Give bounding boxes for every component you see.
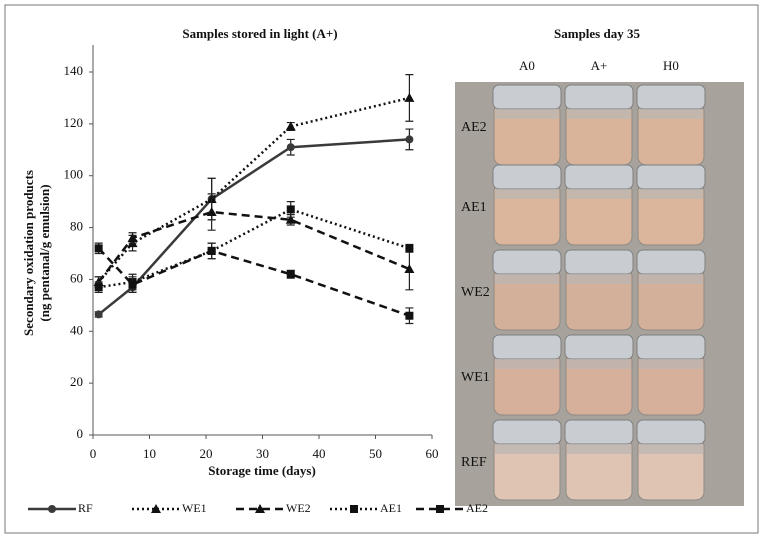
jar-neck — [639, 109, 703, 119]
jar-neck — [567, 109, 631, 119]
marker — [285, 121, 296, 131]
legend-marker — [350, 505, 358, 513]
marker — [404, 264, 415, 274]
column-label: A0 — [519, 58, 535, 73]
marker — [285, 214, 296, 224]
jar-lid — [492, 419, 562, 445]
marker — [405, 311, 414, 320]
jar-lid — [492, 84, 562, 110]
jar-lid — [564, 419, 634, 445]
series-line — [97, 96, 410, 283]
legend-marker — [436, 505, 444, 513]
y-tick-label: 120 — [64, 115, 84, 130]
jar-lid — [564, 84, 634, 110]
marker — [206, 207, 217, 217]
row-label: WE2 — [461, 285, 490, 300]
marker — [94, 310, 103, 319]
jar-neck — [567, 189, 631, 199]
legend-label: AE2 — [466, 501, 488, 515]
x-tick-label: 40 — [313, 446, 326, 461]
column-label: H0 — [663, 58, 679, 73]
x-axis-label: Storage time (days) — [208, 463, 316, 478]
marker — [286, 205, 295, 214]
legend-marker — [48, 505, 56, 513]
x-tick-label: 20 — [200, 446, 213, 461]
marker — [128, 280, 137, 289]
y-tick-label: 0 — [77, 426, 84, 441]
jar-neck — [495, 359, 559, 369]
column-label: A+ — [591, 58, 608, 73]
y-tick-label: 20 — [70, 374, 83, 389]
jar-neck — [639, 444, 703, 454]
photo-panel: Samples day 35 A0 A+ H0 AE2 AE1 WE2 WE1 REF — [455, 26, 744, 506]
jar-lid — [564, 249, 634, 275]
jar-lid — [636, 334, 706, 360]
jar-lid — [636, 164, 706, 190]
row-label: AE2 — [461, 120, 487, 135]
marker — [94, 244, 103, 253]
jar-lid — [564, 164, 634, 190]
marker — [94, 283, 103, 292]
legend-marker — [151, 504, 161, 513]
jar-lid — [636, 84, 706, 110]
photo-title: Samples day 35 — [554, 26, 640, 41]
row-label: AE1 — [461, 200, 487, 215]
jar-neck — [567, 444, 631, 454]
x-tick-label: 0 — [90, 446, 97, 461]
marker — [286, 270, 295, 279]
legend-label: AE1 — [380, 501, 402, 515]
marker — [207, 246, 216, 255]
legend-label: RF — [78, 501, 93, 515]
legend-label: WE1 — [182, 501, 207, 515]
y-tick-label: 60 — [70, 270, 83, 285]
x-tick-label: 60 — [426, 446, 439, 461]
legend-label: WE2 — [286, 501, 311, 515]
jar-neck — [495, 109, 559, 119]
jar-lid — [492, 249, 562, 275]
photo-header — [455, 55, 744, 82]
x-tick-label: 50 — [369, 446, 382, 461]
jar-neck — [567, 274, 631, 284]
marker — [286, 143, 295, 152]
jar-lid — [492, 164, 562, 190]
y-tick-label: 40 — [70, 322, 83, 337]
y-axis-label: (ng pentanal/g emulsion) — [37, 184, 52, 321]
jar-neck — [639, 359, 703, 369]
jar-lid — [636, 249, 706, 275]
marker — [405, 135, 414, 144]
jar-neck — [639, 189, 703, 199]
chart-title: Samples stored in light (A+) — [182, 26, 337, 41]
jar-lid — [636, 419, 706, 445]
jar-neck — [495, 189, 559, 199]
marker — [127, 232, 138, 242]
jar-neck — [495, 274, 559, 284]
row-label: WE1 — [461, 370, 490, 385]
x-tick-label: 10 — [143, 446, 156, 461]
series-line — [98, 208, 410, 289]
marker — [405, 244, 414, 253]
y-tick-label: 80 — [70, 219, 83, 234]
y-tick-label: 100 — [64, 167, 84, 182]
legend-marker — [255, 504, 265, 513]
y-tick-label: 140 — [64, 63, 84, 78]
row-label: REF — [461, 455, 487, 470]
marker — [404, 92, 415, 102]
series-line — [97, 210, 410, 283]
jar-lid — [492, 334, 562, 360]
y-axis-label: Secondary oxidation products — [21, 170, 36, 336]
jar-lid — [564, 334, 634, 360]
x-tick-label: 30 — [256, 446, 269, 461]
jar-neck — [495, 444, 559, 454]
jar-neck — [639, 274, 703, 284]
jar-neck — [567, 359, 631, 369]
